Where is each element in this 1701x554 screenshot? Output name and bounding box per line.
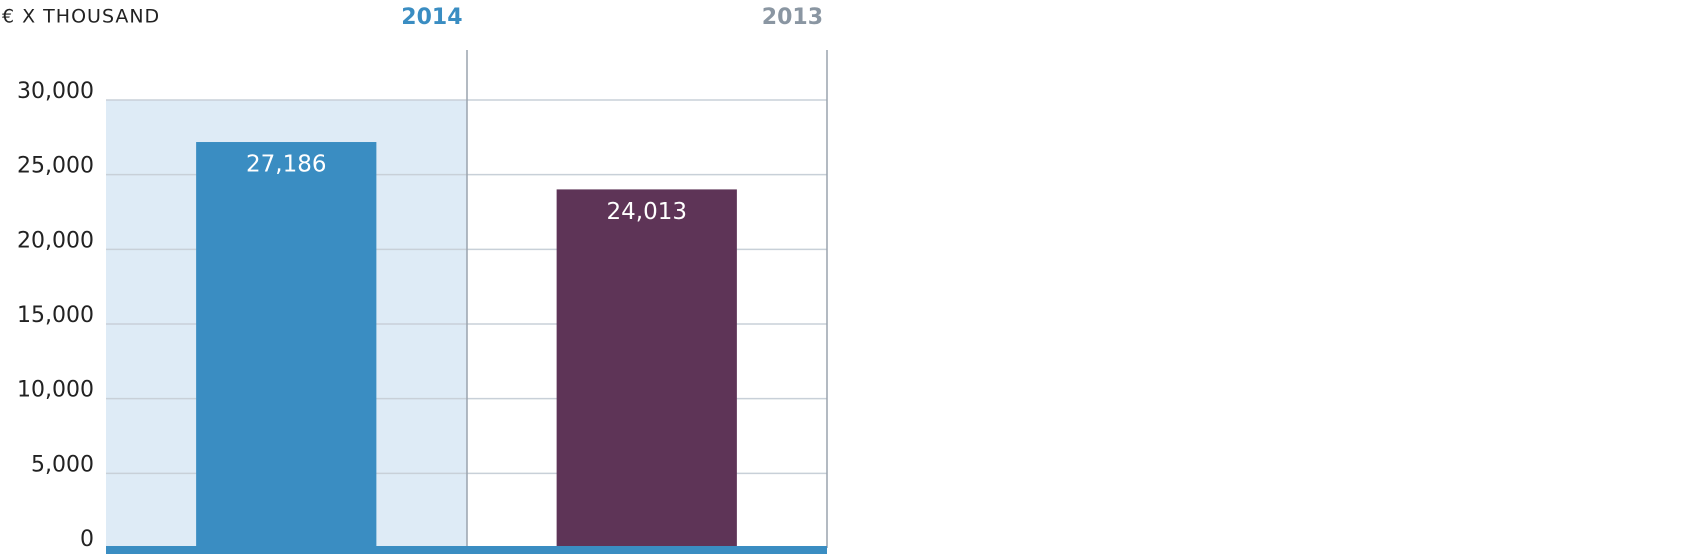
bars: 27,186 24,013 — [196, 142, 737, 548]
y-tick-label: 20,000 — [17, 228, 94, 253]
y-tick-label: 30,000 — [17, 79, 94, 104]
category-label: 2014 — [401, 5, 462, 30]
y-tick-label: 10,000 — [17, 378, 94, 403]
y-tick-label: 0 — [80, 527, 94, 552]
bar — [196, 142, 377, 548]
y-axis-label: € X THOUSAND — [2, 6, 160, 28]
value-label: 24,013 — [607, 199, 687, 225]
value-label: 27,186 — [246, 152, 326, 178]
bar — [556, 189, 737, 548]
category-label: 2013 — [762, 5, 823, 30]
y-tick-label: 25,000 — [17, 154, 94, 179]
y-tick-label: 15,000 — [17, 303, 94, 328]
y-tick-label: 5,000 — [31, 452, 94, 477]
baseline — [106, 546, 827, 554]
